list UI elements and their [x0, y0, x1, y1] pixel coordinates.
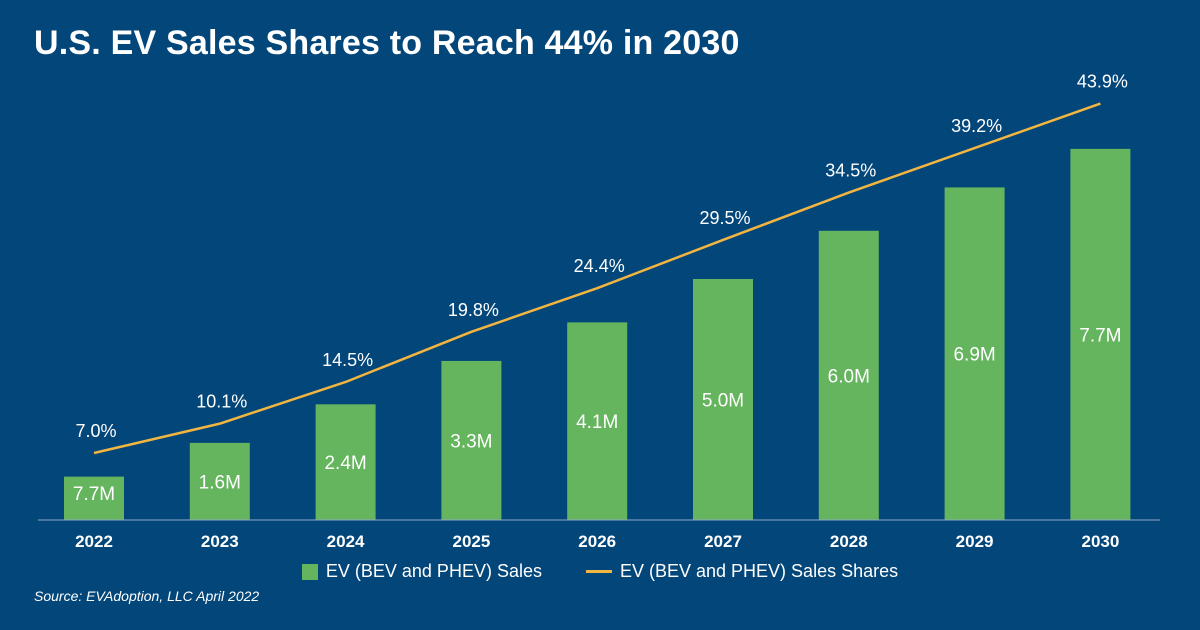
x-tick-2027: 2027: [704, 532, 742, 551]
legend: EV (BEV and PHEV) Sales EV (BEV and PHEV…: [0, 561, 1200, 582]
bar-label-2025: 3.3M: [450, 431, 492, 452]
legend-label-sales: EV (BEV and PHEV) Sales: [325, 561, 542, 581]
x-tick-labels: 2022 2023 2024 2025 2026 2027 2028 2029 2030: [75, 532, 1119, 551]
share-label-2024: 14.5%: [322, 350, 373, 370]
bar-label-2026: 4.1M: [576, 412, 618, 433]
bar-2028: [818, 230, 879, 521]
bar-label-2023: 1.6M: [199, 472, 241, 493]
share-label-2025: 19.8%: [448, 300, 499, 320]
bar-2024: [315, 404, 376, 520]
x-tick-2022: 2022: [75, 532, 113, 551]
legend-item-sales: EV (BEV and PHEV) Sales: [301, 561, 542, 582]
x-tick-2023: 2023: [201, 532, 239, 551]
x-tick-2028: 2028: [830, 532, 868, 551]
bar-label-2027: 5.0M: [702, 391, 744, 412]
bar-label-2029: 6.9M: [953, 345, 995, 366]
bar-2030: [1070, 148, 1131, 521]
bar-label-2022: 7.7M: [73, 484, 115, 505]
share-label-2027: 29.5%: [699, 208, 750, 228]
bar-2025: [441, 360, 502, 520]
bar-label-2030: 7.7M: [1079, 325, 1121, 346]
share-label-2023: 10.1%: [196, 392, 247, 412]
share-label-2028: 34.5%: [825, 161, 876, 181]
legend-label-shares: EV (BEV and PHEV) Sales Shares: [619, 561, 899, 581]
bar-2022: [64, 476, 124, 520]
bar-2029: [944, 187, 1005, 521]
share-label-2022: 7.0%: [75, 421, 116, 441]
x-tick-2024: 2024: [327, 532, 365, 551]
bars-layer: 7.7M 1.6M 2.4M 3.3M 4.1M 5.0M 6.0M 6.9M 7.7M: [64, 148, 1131, 521]
x-tick-2025: 2025: [452, 532, 490, 551]
x-tick-2029: 2029: [956, 532, 994, 551]
share-label-2029: 39.2%: [951, 116, 1002, 136]
share-label-2026: 24.4%: [574, 256, 625, 276]
x-tick-2030: 2030: [1081, 532, 1119, 551]
x-tick-2026: 2026: [578, 532, 616, 551]
bar-label-2024: 2.4M: [324, 453, 366, 474]
legend-item-shares: EV (BEV and PHEV) Sales Shares: [585, 561, 899, 582]
bar-2027: [693, 279, 753, 520]
bar-2026: [567, 322, 628, 520]
bar-2023: [189, 442, 250, 520]
share-label-2030: 43.9%: [1077, 72, 1128, 92]
bar-label-2028: 6.0M: [828, 366, 870, 387]
share-line: [93, 102, 1101, 455]
legend-swatch-bar: [301, 563, 318, 580]
legend-swatch-line: [585, 570, 612, 573]
share-line-layer: 7.0% 10.1% 14.5% 19.8% 24.4% 29.5% 34.5% 39.2% 4…: [75, 72, 1128, 455]
source-note: Source: EVAdoption, LLC April 2022: [34, 588, 260, 604]
chart-title: U.S. EV Sales Shares to Reach 44% in 203…: [34, 24, 740, 62]
